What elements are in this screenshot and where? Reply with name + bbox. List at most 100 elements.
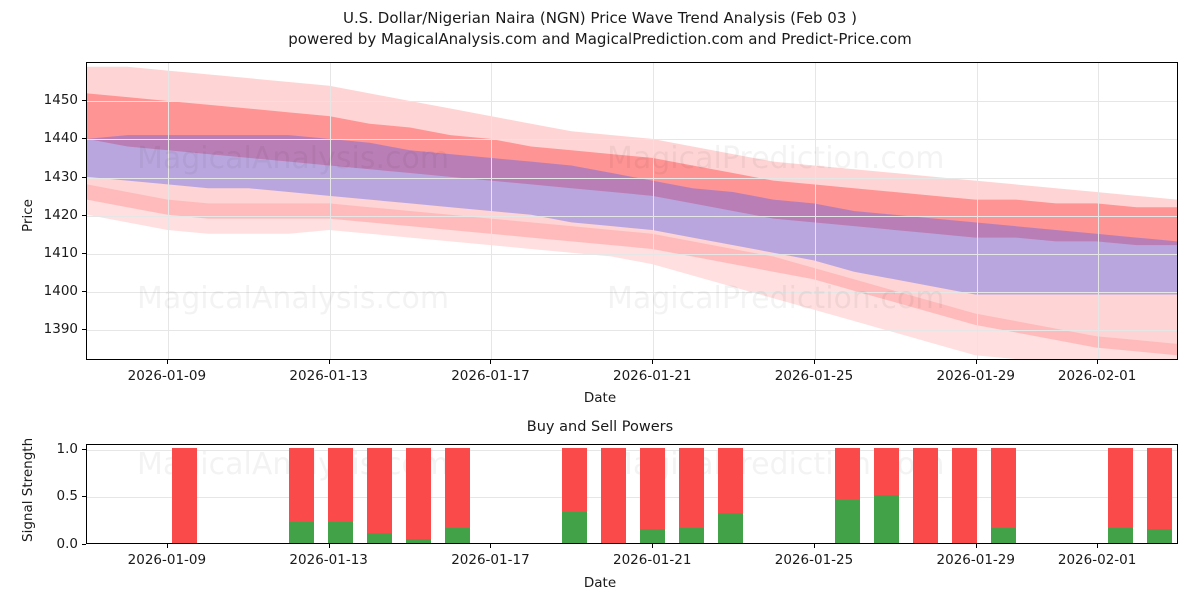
signal-bar[interactable] (288, 445, 315, 543)
price-gridline (87, 215, 1177, 217)
price-ytick-label-1420: 1420 (43, 206, 78, 223)
sell-power-segment (912, 447, 939, 543)
price-gridline-v (491, 63, 493, 359)
buy-power-segment (834, 500, 861, 543)
price-ytick-mark (82, 329, 86, 331)
signal-bar[interactable] (405, 445, 432, 543)
signal-ytick-mark (82, 448, 86, 450)
signal-bar[interactable] (327, 445, 354, 543)
sell-power-segment (444, 447, 471, 528)
price-ytick-label-1430: 1430 (43, 168, 78, 185)
signal-bar[interactable] (366, 445, 393, 543)
sell-power-segment (678, 447, 705, 528)
sell-power-segment (405, 447, 432, 540)
buy-power-segment (639, 528, 666, 543)
sell-power-segment (873, 447, 900, 496)
signal-bar[interactable] (561, 445, 588, 543)
buy-power-segment (444, 527, 471, 543)
sell-power-segment (600, 447, 627, 543)
signal-bar[interactable] (990, 445, 1017, 543)
signal-bar[interactable] (444, 445, 471, 543)
price-ytick-mark (82, 100, 86, 102)
price-xtick-mark (814, 360, 815, 364)
buy-power-segment (561, 511, 588, 543)
price-gridline (87, 254, 1177, 256)
price-band-red-wave-core (87, 93, 1177, 246)
signal-bar[interactable] (678, 445, 705, 543)
signal-chart-title-block: Buy and Sell Powers (0, 418, 1200, 436)
signal-chart-xlabel: Date (583, 575, 617, 591)
price-xtick-mark (490, 360, 492, 364)
price-xtick-label-2026-01-17: 2026-01-17 (451, 368, 530, 384)
buy-power-segment (990, 527, 1017, 543)
signal-bar[interactable] (717, 445, 744, 543)
signal-bar[interactable] (1107, 445, 1134, 543)
chart-title-block: U.S. Dollar/Nigerian Naira (NGN) Price W… (0, 8, 1200, 50)
signal-xtick-mark (166, 544, 168, 548)
signal-bar[interactable] (873, 445, 900, 543)
signal-chart-title: Buy and Sell Powers (526, 419, 674, 435)
price-xtick-mark (975, 360, 977, 364)
sell-power-segment (1107, 447, 1134, 528)
price-chart-ylabel: Price (20, 199, 36, 232)
price-chart-xlabel: Date (583, 390, 617, 406)
buy-power-segment (288, 522, 315, 543)
price-gridline-v (1098, 63, 1100, 359)
price-gridline-v (653, 63, 655, 359)
signal-xtick-mark (490, 544, 492, 548)
sell-power-segment (834, 447, 861, 501)
sell-power-segment (288, 447, 315, 523)
price-gridline (87, 139, 1177, 141)
price-ytick-label-1450: 1450 (43, 92, 78, 109)
sell-power-segment (639, 447, 666, 529)
sell-power-segment (327, 447, 354, 523)
signal-bar[interactable] (834, 445, 861, 543)
price-xtick-label-2026-01-13: 2026-01-13 (289, 368, 368, 384)
signal-xtick-label-2026-01-21: 2026-01-21 (612, 552, 692, 568)
price-xtick-mark (1097, 360, 1099, 364)
signal-bar[interactable] (171, 445, 198, 543)
buy-power-segment (327, 522, 354, 543)
signal-xtick-mark (975, 544, 977, 548)
sell-power-segment (990, 447, 1017, 528)
signal-ytick-label-1.0: 1.0 (56, 440, 78, 457)
signal-bar[interactable] (639, 445, 666, 543)
signal-ytick-mark (82, 544, 86, 545)
page-subtitle: powered by MagicalAnalysis.com and Magic… (288, 30, 912, 48)
buy-power-segment (405, 539, 432, 543)
signal-gridline (87, 497, 1177, 499)
signal-bar[interactable] (951, 445, 978, 543)
price-ytick-label-1390: 1390 (43, 321, 78, 338)
sell-power-segment (717, 447, 744, 513)
signal-xtick-label-2026-01-09: 2026-01-09 (127, 552, 207, 568)
signal-ytick-label-0.5: 0.5 (56, 488, 78, 505)
signal-bar[interactable] (1146, 445, 1173, 543)
price-xtick-label-2026-01-21: 2026-01-21 (612, 368, 692, 384)
price-gridline-v (167, 63, 169, 359)
signal-xtick-label-2026-01-13: 2026-01-13 (289, 552, 368, 568)
buy-power-segment (873, 495, 900, 543)
signal-bar[interactable] (912, 445, 939, 543)
page-title: U.S. Dollar/Nigerian Naira (NGN) Price W… (342, 9, 858, 27)
price-ytick-mark (82, 214, 86, 216)
buy-power-segment (366, 532, 393, 543)
signal-chart-ylabel: Signal Strength (20, 437, 36, 542)
buy-sell-powers-axes: MagicalAnalysis.comMagicalPrediction.com (86, 444, 1178, 544)
price-gridline (87, 101, 1177, 103)
price-xtick-label-2026-01-09: 2026-01-09 (127, 368, 207, 384)
price-gridline-v (329, 63, 331, 359)
price-gridline (87, 177, 1177, 179)
price-ytick-label-1400: 1400 (43, 283, 78, 300)
signal-ytick-label-0.0: 0.0 (56, 536, 78, 552)
signal-bar[interactable] (600, 445, 627, 543)
signal-xtick-mark (328, 544, 330, 548)
signal-xtick-label-2026-02-01: 2026-02-01 (1057, 552, 1137, 568)
price-ytick-mark (82, 176, 86, 178)
price-gridline-v (815, 63, 816, 359)
signal-gridline (87, 449, 1177, 451)
signal-ytick-mark (82, 496, 86, 498)
price-gridline-v (976, 63, 978, 359)
buy-power-segment (1107, 527, 1134, 543)
price-xtick-mark (166, 360, 168, 364)
